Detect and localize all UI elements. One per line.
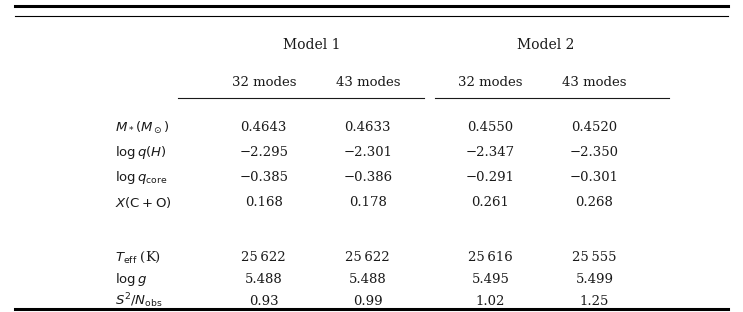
Text: $M_*(M_\odot)$: $M_*(M_\odot)$ [115,120,169,136]
Text: 0.168: 0.168 [245,196,282,209]
Text: 43 modes: 43 modes [562,76,626,89]
Text: 43 modes: 43 modes [336,76,400,89]
Text: −0.301: −0.301 [570,171,619,184]
Text: 0.268: 0.268 [576,196,613,209]
Text: −2.295: −2.295 [239,146,288,159]
Text: $S^2/N_{\rm obs}$: $S^2/N_{\rm obs}$ [115,292,163,310]
Text: $\log q(H)$: $\log q(H)$ [115,144,167,161]
Text: 0.4643: 0.4643 [241,121,287,134]
Text: 5.488: 5.488 [349,273,386,286]
Text: 25 622: 25 622 [241,251,286,264]
Text: 5.499: 5.499 [575,273,614,286]
Text: −2.347: −2.347 [466,146,515,159]
Text: 5.488: 5.488 [245,273,282,286]
Text: 0.99: 0.99 [353,295,383,308]
Text: 25 555: 25 555 [572,251,617,264]
Text: 0.4520: 0.4520 [571,121,617,134]
Text: 5.495: 5.495 [472,273,509,286]
Text: 0.4633: 0.4633 [345,121,391,134]
Text: $X({\rm C}+{\rm O})$: $X({\rm C}+{\rm O})$ [115,195,172,210]
Text: $T_{\rm eff}$ (K): $T_{\rm eff}$ (K) [115,250,161,265]
Text: 0.4550: 0.4550 [467,121,513,134]
Text: $\log q_{\rm core}$: $\log q_{\rm core}$ [115,169,168,186]
Text: $\log g$: $\log g$ [115,271,147,288]
Text: Model 1: Model 1 [283,38,341,52]
Text: −0.291: −0.291 [466,171,515,184]
Text: 32 modes: 32 modes [458,76,522,89]
Text: Model 2: Model 2 [517,38,575,52]
Text: 1.02: 1.02 [476,295,505,308]
Text: 0.178: 0.178 [349,196,386,209]
Text: −0.385: −0.385 [239,171,288,184]
Text: −2.301: −2.301 [343,146,392,159]
Text: 1.25: 1.25 [580,295,609,308]
Text: 32 modes: 32 modes [232,76,296,89]
Text: −2.350: −2.350 [570,146,619,159]
Text: 0.93: 0.93 [249,295,279,308]
Text: 0.261: 0.261 [472,196,509,209]
Text: 25 622: 25 622 [345,251,390,264]
Text: −0.386: −0.386 [343,171,392,184]
Text: 25 616: 25 616 [468,251,513,264]
